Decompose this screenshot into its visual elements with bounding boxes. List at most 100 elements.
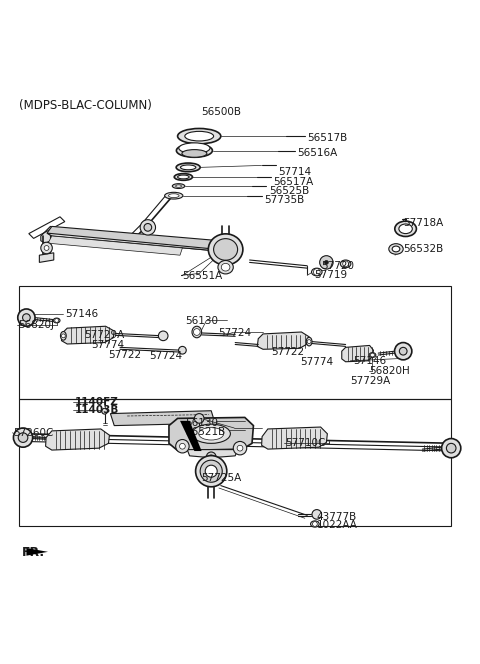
Text: 57735B: 57735B — [264, 195, 304, 205]
Text: 57260C: 57260C — [13, 428, 54, 438]
Circle shape — [233, 442, 247, 455]
Circle shape — [343, 261, 348, 267]
Circle shape — [371, 353, 374, 357]
Text: 57710C: 57710C — [286, 438, 326, 448]
Ellipse shape — [392, 246, 400, 252]
Circle shape — [446, 444, 456, 453]
Text: 56820J: 56820J — [18, 320, 54, 330]
Text: 56517B: 56517B — [307, 133, 348, 143]
Ellipse shape — [399, 224, 412, 234]
Text: 57719: 57719 — [314, 270, 348, 280]
Ellipse shape — [395, 221, 416, 236]
Ellipse shape — [218, 260, 233, 274]
Polygon shape — [187, 450, 238, 457]
Text: 57774: 57774 — [300, 357, 333, 367]
Polygon shape — [48, 236, 182, 255]
Ellipse shape — [389, 244, 403, 254]
Ellipse shape — [192, 326, 202, 338]
Ellipse shape — [178, 128, 221, 144]
Circle shape — [194, 414, 204, 423]
Circle shape — [102, 408, 108, 414]
Circle shape — [13, 428, 33, 447]
Text: 1022AA: 1022AA — [317, 521, 358, 531]
Polygon shape — [39, 253, 54, 262]
Circle shape — [324, 260, 328, 264]
Text: 57729A: 57729A — [350, 376, 391, 386]
Ellipse shape — [205, 465, 217, 477]
Text: 56516A: 56516A — [298, 149, 338, 159]
Circle shape — [180, 444, 185, 449]
Circle shape — [237, 446, 243, 451]
Ellipse shape — [182, 149, 207, 157]
Circle shape — [144, 224, 152, 231]
Circle shape — [442, 438, 461, 457]
Text: 57722: 57722 — [271, 347, 304, 357]
Circle shape — [176, 440, 189, 453]
Text: 57724: 57724 — [218, 328, 252, 338]
Ellipse shape — [214, 238, 238, 260]
Ellipse shape — [168, 194, 179, 198]
Text: 56517A: 56517A — [274, 177, 314, 187]
Circle shape — [395, 343, 412, 360]
Ellipse shape — [369, 353, 376, 357]
Ellipse shape — [165, 193, 183, 199]
Text: 56551A: 56551A — [182, 271, 223, 281]
Circle shape — [193, 329, 200, 335]
Ellipse shape — [208, 234, 243, 265]
Text: 57714: 57714 — [278, 167, 312, 177]
Text: 56820H: 56820H — [370, 367, 410, 376]
Polygon shape — [47, 233, 222, 252]
Text: 57146: 57146 — [65, 309, 98, 319]
Text: 57724: 57724 — [149, 351, 182, 361]
Circle shape — [312, 522, 317, 527]
Polygon shape — [262, 427, 327, 449]
Circle shape — [61, 334, 65, 338]
Polygon shape — [169, 418, 253, 451]
Ellipse shape — [312, 268, 322, 276]
Text: 57774: 57774 — [91, 341, 124, 351]
Text: 57725A: 57725A — [202, 473, 242, 483]
Ellipse shape — [174, 173, 192, 181]
Ellipse shape — [196, 456, 227, 487]
Ellipse shape — [311, 521, 319, 527]
Circle shape — [55, 319, 59, 323]
Text: (MDPS-BLAC-COLUMN): (MDPS-BLAC-COLUMN) — [19, 99, 152, 112]
Text: 57729A: 57729A — [84, 331, 124, 341]
Text: 43777B: 43777B — [317, 512, 357, 522]
Circle shape — [158, 331, 168, 341]
Ellipse shape — [172, 184, 185, 189]
Circle shape — [18, 309, 35, 326]
Circle shape — [307, 340, 311, 343]
Text: 56525B: 56525B — [269, 186, 309, 196]
Ellipse shape — [180, 165, 196, 170]
Ellipse shape — [176, 185, 181, 187]
Ellipse shape — [185, 131, 214, 141]
Ellipse shape — [200, 460, 222, 482]
Polygon shape — [61, 326, 114, 344]
Ellipse shape — [176, 163, 200, 172]
Polygon shape — [110, 411, 215, 426]
Polygon shape — [342, 345, 373, 362]
Ellipse shape — [179, 143, 210, 153]
Text: 57718A: 57718A — [403, 218, 444, 228]
Text: 11403B: 11403B — [74, 405, 119, 415]
Polygon shape — [46, 429, 109, 450]
Ellipse shape — [178, 175, 189, 179]
Polygon shape — [41, 226, 58, 243]
Text: FR.: FR. — [22, 546, 45, 559]
Ellipse shape — [60, 331, 66, 340]
Circle shape — [179, 347, 186, 354]
Circle shape — [209, 455, 213, 459]
Circle shape — [18, 433, 28, 442]
Circle shape — [23, 314, 30, 321]
Text: 57722: 57722 — [108, 350, 141, 360]
Polygon shape — [180, 421, 202, 451]
Text: 1140FZ: 1140FZ — [74, 396, 118, 406]
Ellipse shape — [340, 260, 351, 268]
Circle shape — [320, 256, 333, 269]
Text: 56130: 56130 — [185, 317, 218, 327]
Ellipse shape — [306, 337, 312, 346]
Circle shape — [44, 246, 49, 250]
Text: 57720: 57720 — [322, 261, 355, 271]
Polygon shape — [26, 548, 48, 556]
